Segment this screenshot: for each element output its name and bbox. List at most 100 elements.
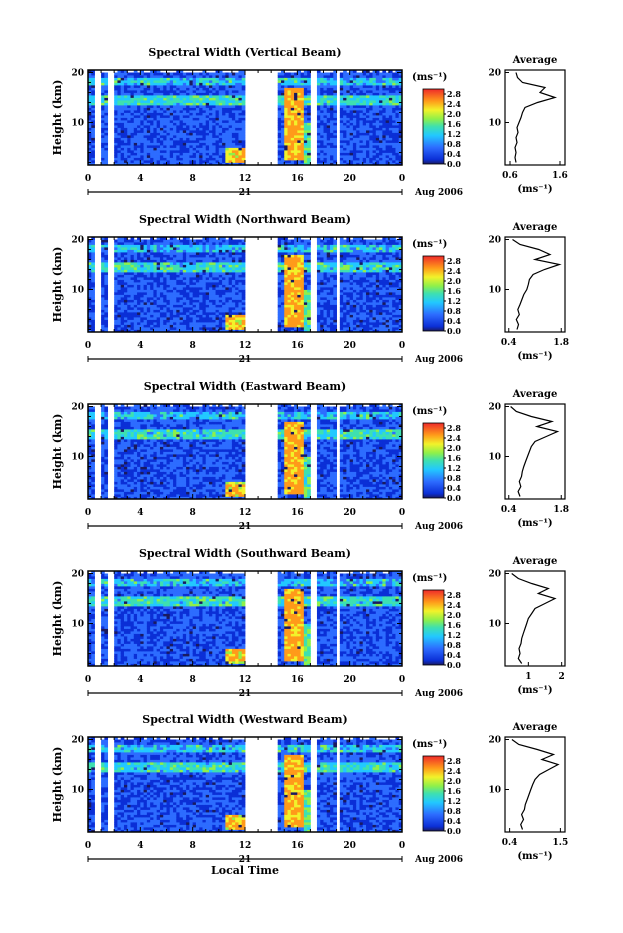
heatmap-cell (183, 123, 187, 126)
heatmap-cell (353, 88, 357, 91)
heatmap-cell (167, 103, 171, 106)
heatmap-cell (117, 75, 121, 78)
heatmap-cell (183, 113, 187, 116)
heatmap-cell (114, 260, 118, 263)
heatmap-cell (376, 143, 380, 146)
heatmap-cell (167, 75, 171, 78)
heatmap-cell (297, 322, 301, 325)
heatmap-cell (121, 305, 125, 308)
heatmap-cell (196, 292, 200, 295)
heatmap-cell (281, 252, 285, 255)
heatmap-cell (180, 282, 184, 285)
heatmap-cell (104, 128, 108, 131)
heatmap-cell (157, 300, 161, 303)
heatmap-cell (369, 93, 373, 96)
heatmap-cell (117, 267, 121, 270)
heatmap-cell (180, 260, 184, 263)
heatmap-cell (216, 140, 220, 143)
heatmap-cell (366, 78, 370, 81)
heatmap-cell (288, 325, 292, 328)
heatmap-cell (330, 93, 334, 96)
heatmap-cell (288, 138, 292, 141)
heatmap-cell (304, 80, 308, 83)
heatmap-cell (114, 133, 118, 136)
heatmap-cell (242, 95, 246, 98)
heatmap-cell (343, 85, 347, 88)
heatmap-cell (225, 130, 229, 133)
heatmap-cell (333, 85, 337, 88)
heatmap-cell (324, 148, 328, 151)
heatmap-cell (134, 257, 138, 260)
heatmap-cell (350, 130, 354, 133)
heatmap-cell (114, 272, 118, 275)
heatmap-cell (389, 113, 393, 116)
heatmap-cell (160, 138, 164, 141)
heatmap-cell (193, 292, 197, 295)
heatmap-cell (238, 80, 242, 83)
heatmap-cell (242, 110, 246, 113)
heatmap-cell (183, 150, 187, 153)
average-title: Average (512, 55, 558, 66)
heatmap-cell (373, 110, 377, 113)
heatmap-cell (173, 118, 177, 121)
heatmap-cell (229, 265, 233, 268)
heatmap-cell (153, 113, 157, 116)
heatmap-cell (150, 135, 154, 138)
heatmap-cell (212, 148, 216, 151)
heatmap-cell (131, 125, 135, 128)
heatmap-cell (324, 143, 328, 146)
heatmap-cell (186, 292, 190, 295)
heatmap-cell (232, 100, 236, 103)
heatmap-cell (222, 252, 226, 255)
heatmap-cell (225, 265, 229, 268)
heatmap-cell (216, 105, 220, 108)
heatmap-cell (219, 260, 223, 263)
heatmap-cell (209, 150, 213, 153)
heatmap-cell (117, 150, 121, 153)
heatmap-cell (150, 98, 154, 101)
heatmap-cell (193, 100, 197, 103)
heatmap-cell (212, 277, 216, 280)
heatmap-cell (232, 110, 236, 113)
heatmap-cell (219, 327, 223, 330)
heatmap-cell (222, 80, 226, 83)
heatmap-cell (147, 267, 151, 270)
heatmap-cell (176, 272, 180, 275)
heatmap-cell (167, 110, 171, 113)
heatmap-cell (350, 153, 354, 156)
heatmap-cell (206, 265, 210, 268)
heatmap-cell (202, 130, 206, 133)
heatmap-cell (121, 148, 125, 151)
heatmap-cell (304, 103, 308, 106)
heatmap-cell (202, 250, 206, 253)
heatmap-cell (209, 158, 213, 161)
heatmap-cell (153, 325, 157, 328)
heatmap-cell (307, 123, 311, 126)
heatmap-cell (366, 138, 370, 141)
heatmap-cell (131, 262, 135, 265)
heatmap-cell (183, 100, 187, 103)
heatmap-cell (140, 130, 144, 133)
heatmap-cell (238, 98, 242, 101)
heatmap-cell (216, 285, 220, 288)
heatmap-cell (382, 158, 386, 161)
heatmap-cell (134, 307, 138, 310)
heatmap-cell (222, 110, 226, 113)
heatmap-cell (193, 95, 197, 98)
heatmap-cell (242, 138, 246, 141)
heatmap-cell (114, 160, 118, 163)
heatmap-cell (212, 280, 216, 283)
heatmap-cell (104, 123, 108, 126)
heatmap-cell (186, 75, 190, 78)
heatmap-cell (232, 113, 236, 116)
heatmap-cell (350, 155, 354, 158)
heatmap-cell (291, 83, 295, 86)
heatmap-cell (183, 138, 187, 141)
heatmap-cell (235, 305, 239, 308)
heatmap-cell (294, 320, 298, 323)
heatmap-cell (202, 280, 206, 283)
heatmap-cell (131, 252, 135, 255)
heatmap-cell (121, 138, 125, 141)
heatmap-cell (382, 93, 386, 96)
heatmap-cell (183, 302, 187, 305)
